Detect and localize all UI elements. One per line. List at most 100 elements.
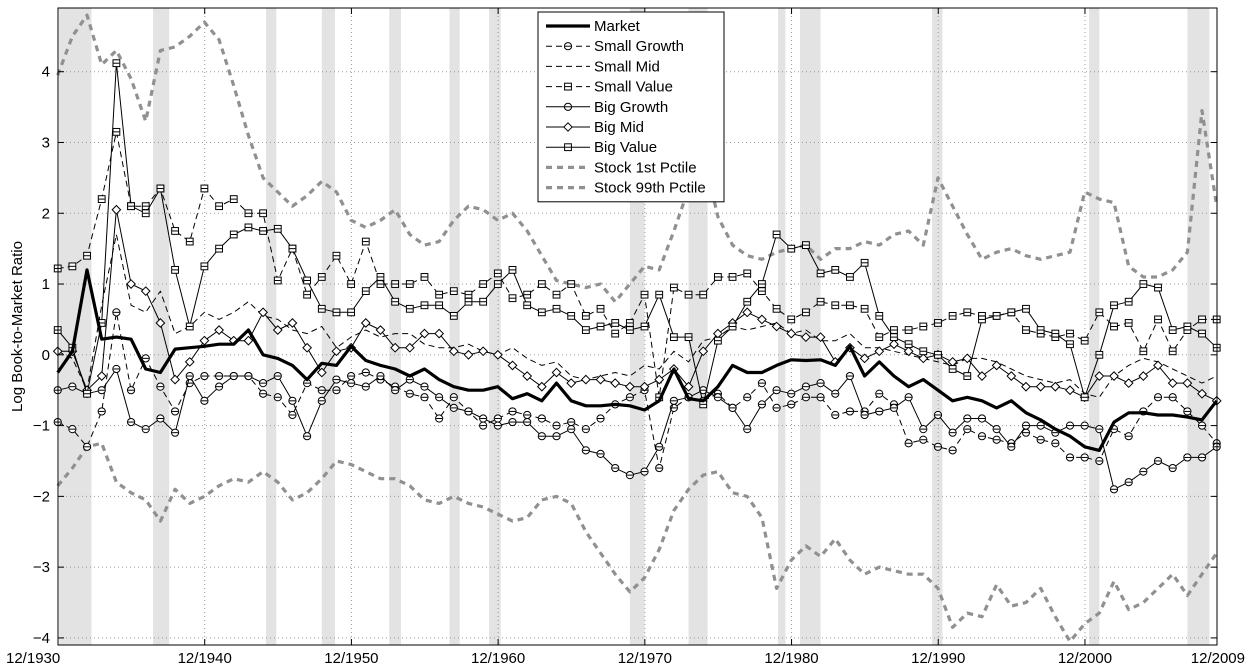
point-big-mid bbox=[859, 353, 870, 364]
point-big-mid bbox=[448, 346, 459, 357]
point-big-mid bbox=[1182, 378, 1193, 389]
legend-label-big-growth: Big Growth bbox=[594, 99, 668, 116]
legend-label-big-value: Big Value bbox=[594, 139, 657, 156]
point-big-mid bbox=[1065, 385, 1075, 396]
point-big-mid bbox=[889, 339, 899, 350]
point-big-mid bbox=[536, 381, 547, 392]
point-big-mid bbox=[757, 314, 767, 325]
point-big-mid bbox=[742, 307, 753, 318]
point-big-mid bbox=[140, 286, 151, 297]
point-big-mid bbox=[551, 367, 562, 378]
series-big-value bbox=[53, 59, 1221, 409]
x-tick-label: 12/1950 bbox=[324, 650, 378, 667]
point-big-mid bbox=[991, 360, 1002, 371]
legend-marker-big-mid bbox=[563, 122, 573, 132]
point-big-mid bbox=[874, 346, 885, 357]
point-big-mid bbox=[639, 381, 650, 392]
legend-label-small-growth: Small Growth bbox=[594, 38, 684, 55]
y-tick-label: 2 bbox=[42, 205, 50, 222]
point-big-mid bbox=[155, 318, 166, 328]
legend-label-small-mid: Small Mid bbox=[594, 58, 660, 75]
point-big-mid bbox=[683, 381, 694, 392]
recession-band-10 bbox=[800, 8, 821, 645]
point-big-mid bbox=[302, 342, 313, 353]
point-big-mid bbox=[1021, 381, 1031, 392]
x-tick-label: 12/1940 bbox=[178, 650, 232, 667]
y-tick-label: −4 bbox=[33, 630, 50, 647]
y-tick-label: 0 bbox=[42, 347, 50, 364]
legend-label-big-mid: Big Mid bbox=[594, 119, 644, 136]
point-big-mid bbox=[478, 346, 489, 357]
recession-band-3 bbox=[321, 8, 335, 645]
recession-band-2 bbox=[266, 8, 277, 645]
x-tick-label: 12/1930 bbox=[6, 650, 60, 667]
recession-band-13 bbox=[1187, 8, 1210, 645]
point-big-mid bbox=[903, 346, 914, 357]
recession-band-6 bbox=[489, 8, 501, 645]
series-big-growth bbox=[53, 364, 1221, 494]
series-line-small-mid bbox=[57, 234, 1217, 398]
y-axis-label: Log Book-to-Market Ratio bbox=[9, 241, 26, 412]
point-big-mid bbox=[1167, 378, 1178, 389]
series-market bbox=[56, 268, 1218, 452]
point-big-mid bbox=[1006, 371, 1017, 381]
point-big-mid bbox=[316, 367, 327, 378]
x-tick-label: 12/2000 bbox=[1058, 650, 1112, 667]
recession-band-4 bbox=[389, 8, 402, 645]
point-big-mid bbox=[580, 374, 591, 385]
point-big-mid bbox=[170, 374, 180, 385]
point-big-mid bbox=[918, 353, 929, 364]
plot-frame bbox=[57, 7, 1218, 646]
point-big-mid bbox=[962, 353, 973, 364]
y-tick-label: −1 bbox=[33, 418, 50, 435]
series-small-mid bbox=[57, 234, 1217, 398]
point-big-mid bbox=[566, 378, 577, 389]
legend-label-market: Market bbox=[594, 18, 641, 35]
series-line-stock-1st-pctile bbox=[56, 441, 1219, 644]
x-tick-label: 12/1960 bbox=[471, 650, 525, 667]
point-big-mid bbox=[331, 346, 342, 357]
point-big-mid bbox=[595, 374, 606, 385]
legend-label-stock-99th-pctile: Stock 99th Pctile bbox=[594, 180, 706, 197]
point-big-mid bbox=[947, 356, 958, 367]
series-stock-1st-pctile bbox=[56, 441, 1219, 644]
x-tick-label: 12/1970 bbox=[618, 650, 672, 667]
y-tick-label: −3 bbox=[33, 559, 50, 576]
point-big-mid bbox=[287, 318, 298, 328]
x-tick-label: 12/1990 bbox=[911, 650, 965, 667]
point-big-mid bbox=[243, 335, 254, 346]
point-big-mid bbox=[434, 328, 445, 339]
point-big-mid bbox=[1123, 378, 1134, 389]
point-big-mid bbox=[815, 332, 826, 343]
legend: Market Small Growth Small Mid Small Value Bi… bbox=[537, 11, 725, 203]
series-line-market bbox=[56, 268, 1218, 452]
point-big-mid bbox=[404, 342, 415, 353]
point-big-mid bbox=[258, 307, 269, 318]
point-big-mid bbox=[1035, 381, 1046, 392]
recession-band-12 bbox=[1089, 8, 1100, 645]
point-big-mid bbox=[96, 371, 107, 381]
point-big-mid bbox=[390, 342, 401, 353]
axis-ticks: −4 −3 −2 −1 0 1 2 3 4 12/1930 12/1940 12/1950 12/196… bbox=[6, 8, 1245, 667]
series-layer bbox=[52, 13, 1222, 644]
point-big-mid bbox=[1138, 371, 1149, 381]
point-big-mid bbox=[786, 328, 797, 339]
point-big-mid bbox=[111, 204, 122, 215]
point-big-mid bbox=[698, 346, 709, 357]
y-tick-label: 1 bbox=[42, 276, 50, 293]
point-big-mid bbox=[507, 360, 518, 371]
point-big-mid bbox=[1153, 360, 1163, 371]
point-big-mid bbox=[977, 371, 987, 381]
point-big-mid bbox=[419, 328, 430, 339]
point-big-mid bbox=[1197, 388, 1207, 399]
point-big-mid bbox=[1050, 381, 1061, 392]
x-tick-label: 12/1980 bbox=[764, 650, 818, 667]
point-big-mid bbox=[375, 325, 386, 335]
series-big-mid bbox=[52, 204, 1222, 406]
x-tick-label: 12/2009 bbox=[1191, 650, 1245, 667]
point-big-mid bbox=[801, 332, 811, 343]
point-big-mid bbox=[463, 349, 474, 360]
point-big-mid bbox=[1109, 371, 1119, 381]
y-tick-label: −2 bbox=[33, 488, 50, 505]
